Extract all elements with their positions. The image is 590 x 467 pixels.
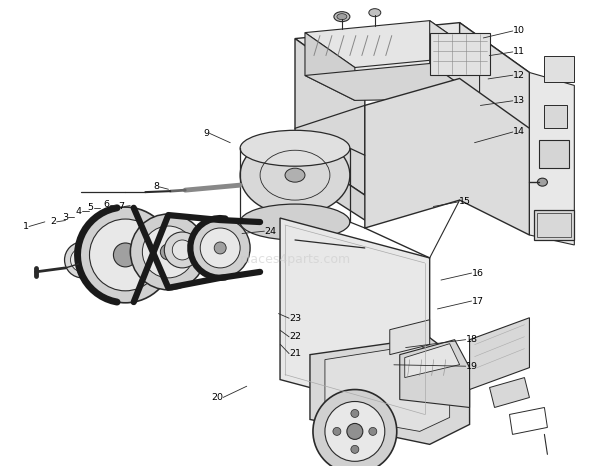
Ellipse shape — [77, 207, 173, 303]
Text: 19: 19 — [466, 362, 478, 371]
Text: 17: 17 — [471, 297, 484, 305]
Polygon shape — [430, 33, 490, 76]
Ellipse shape — [164, 232, 200, 268]
Polygon shape — [529, 72, 574, 245]
Ellipse shape — [369, 427, 377, 435]
Ellipse shape — [285, 168, 305, 182]
Polygon shape — [545, 56, 574, 83]
Text: 11: 11 — [513, 48, 525, 57]
Polygon shape — [490, 378, 529, 408]
Text: 15: 15 — [458, 198, 471, 206]
Ellipse shape — [351, 410, 359, 417]
Text: 8: 8 — [153, 183, 160, 191]
Text: 13: 13 — [513, 96, 525, 105]
Text: 5: 5 — [88, 204, 94, 212]
Ellipse shape — [200, 228, 240, 268]
Ellipse shape — [214, 242, 226, 254]
Polygon shape — [545, 106, 568, 128]
Polygon shape — [430, 21, 480, 99]
Polygon shape — [390, 320, 430, 354]
Ellipse shape — [78, 256, 87, 264]
Ellipse shape — [337, 14, 347, 20]
Ellipse shape — [537, 178, 548, 186]
Text: 12: 12 — [513, 71, 525, 80]
Text: 18: 18 — [466, 335, 478, 344]
Ellipse shape — [190, 218, 250, 278]
Text: 6: 6 — [104, 200, 110, 209]
Polygon shape — [535, 210, 574, 240]
Ellipse shape — [240, 204, 350, 240]
Text: 23: 23 — [289, 314, 301, 323]
Text: 22: 22 — [289, 333, 301, 341]
Ellipse shape — [240, 135, 350, 215]
Ellipse shape — [313, 389, 396, 467]
Text: 14: 14 — [513, 127, 525, 136]
Polygon shape — [295, 39, 365, 195]
Ellipse shape — [113, 243, 137, 267]
Text: 2: 2 — [51, 217, 57, 226]
Polygon shape — [280, 218, 430, 419]
Polygon shape — [470, 318, 529, 389]
Text: places4parts.com: places4parts.com — [240, 254, 350, 266]
Ellipse shape — [130, 214, 206, 290]
Ellipse shape — [172, 240, 192, 260]
Polygon shape — [325, 345, 450, 432]
Text: 24: 24 — [264, 226, 276, 236]
Polygon shape — [405, 344, 460, 378]
Polygon shape — [460, 22, 529, 175]
Polygon shape — [295, 125, 529, 220]
Ellipse shape — [160, 244, 176, 260]
Polygon shape — [310, 338, 470, 445]
Ellipse shape — [369, 9, 381, 17]
Ellipse shape — [139, 238, 166, 266]
Ellipse shape — [351, 446, 359, 453]
Text: 20: 20 — [211, 393, 223, 402]
Polygon shape — [539, 140, 569, 168]
Ellipse shape — [71, 248, 94, 272]
Text: 7: 7 — [119, 202, 124, 211]
Ellipse shape — [64, 242, 100, 278]
Ellipse shape — [333, 427, 341, 435]
Text: 3: 3 — [63, 212, 68, 222]
Ellipse shape — [84, 243, 113, 273]
Ellipse shape — [347, 424, 363, 439]
Text: 4: 4 — [76, 207, 82, 216]
Ellipse shape — [334, 12, 350, 21]
Ellipse shape — [325, 402, 385, 461]
Text: 1: 1 — [23, 222, 29, 231]
Ellipse shape — [90, 219, 161, 291]
Polygon shape — [305, 33, 355, 100]
Polygon shape — [365, 78, 529, 235]
Polygon shape — [305, 64, 480, 100]
Ellipse shape — [240, 130, 350, 166]
Ellipse shape — [142, 226, 194, 278]
Ellipse shape — [130, 230, 174, 274]
Polygon shape — [305, 21, 480, 68]
Text: 21: 21 — [289, 349, 301, 358]
Ellipse shape — [90, 249, 107, 267]
Text: 9: 9 — [204, 129, 209, 138]
Polygon shape — [400, 340, 470, 408]
Text: 16: 16 — [471, 269, 484, 277]
Polygon shape — [295, 22, 529, 88]
Text: 10: 10 — [513, 27, 525, 35]
